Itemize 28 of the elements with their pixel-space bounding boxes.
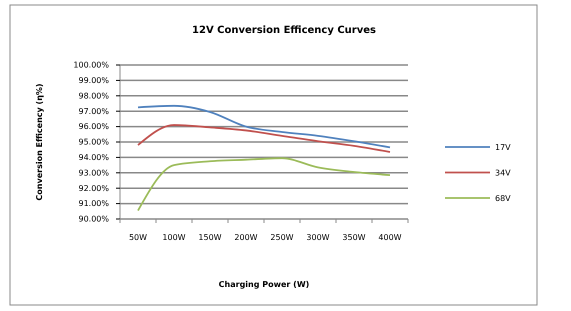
x-tick-label: 50W xyxy=(128,233,148,242)
text: 17V xyxy=(495,143,512,152)
y-tick-label: 96.00% xyxy=(78,122,110,132)
y-tick-label: 97.00% xyxy=(78,106,110,116)
y-axis-title: Conversion Efficency (η%) xyxy=(35,83,44,201)
x-tick-label: 150W xyxy=(198,233,222,242)
x-axis-title: Charging Power (W) xyxy=(218,280,310,289)
x-tick-label: 400W xyxy=(378,233,402,242)
y-tick-label: 91.00% xyxy=(78,199,110,208)
y-tick-label: 90.00% xyxy=(78,214,110,224)
text: 68V xyxy=(495,194,512,203)
x-tick-label: 300W xyxy=(306,233,330,242)
y-tick-label: 98.00% xyxy=(78,91,110,100)
x-tick-label: 200W xyxy=(234,233,258,242)
line-series xyxy=(137,124,391,153)
text: 34V xyxy=(495,168,512,178)
line-series xyxy=(137,104,391,148)
y-tick-label: 99.00% xyxy=(78,76,110,85)
y-tick-label: 95.00% xyxy=(78,138,110,147)
x-tick-label: 100W xyxy=(162,233,186,242)
y-tick-label: 94.00% xyxy=(78,152,110,162)
y-tick-label: 93.00% xyxy=(78,168,110,178)
x-tick-label: 350W xyxy=(342,233,366,242)
line-series xyxy=(137,157,391,212)
y-tick-label: 100.00% xyxy=(73,60,110,70)
y-tick-label: 92.00% xyxy=(78,184,110,193)
x-tick-label: 250W xyxy=(270,233,294,242)
chart-title: 12V Conversion Efficency Curves xyxy=(192,25,376,36)
